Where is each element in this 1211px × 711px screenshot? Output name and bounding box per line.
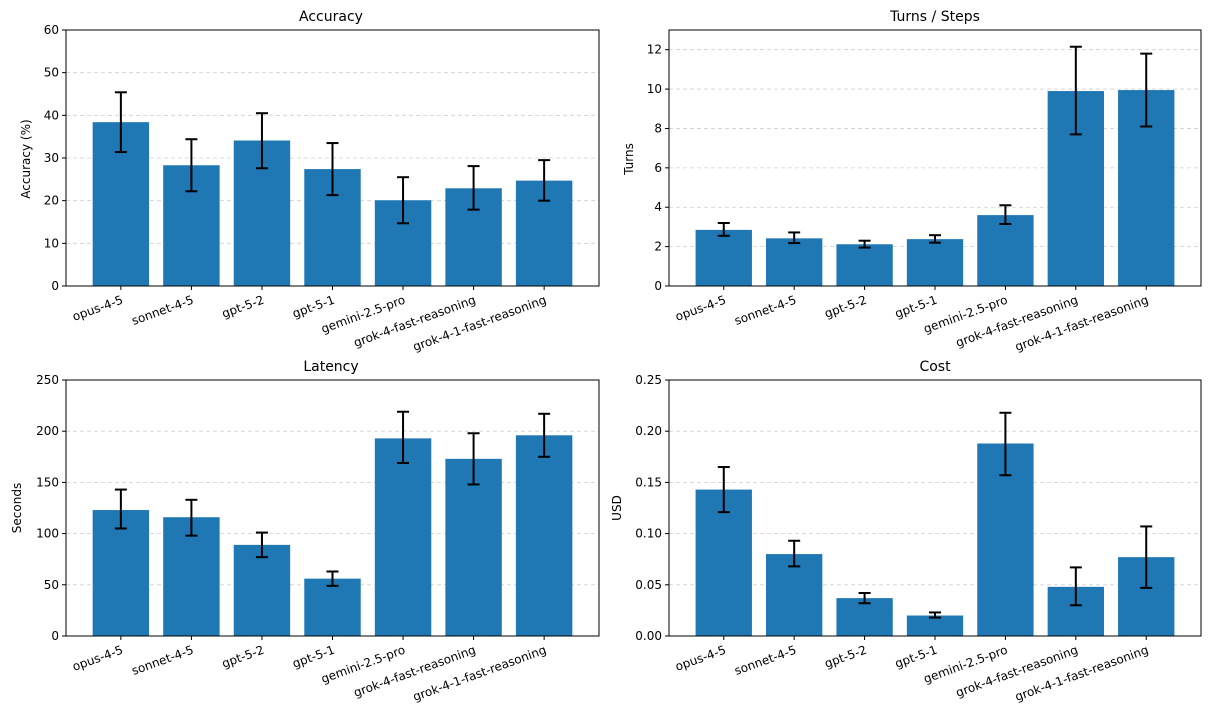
y-tick-label: 2 — [654, 240, 662, 254]
y-tick-label: 0.25 — [635, 373, 662, 387]
bar — [515, 435, 573, 636]
x-tick-label: sonnet-4-5 — [130, 643, 196, 678]
y-tick-label: 10 — [647, 82, 662, 96]
turns-panel: Turns / Steps Turns 0 2 4 6 8 10 12 opus-4-5 son… — [622, 9, 1202, 354]
panel-title: Cost — [919, 359, 951, 375]
y-tick-label: 60 — [44, 23, 59, 37]
x-tick-label: gpt-5-2 — [220, 293, 266, 321]
bar — [977, 215, 1034, 286]
y-tick-label: 4 — [654, 200, 662, 214]
bar — [374, 438, 432, 636]
accuracy-panel: Accuracy Accuracy (%) 0 10 20 30 40 50 60 opus-… — [19, 9, 600, 354]
y-tick-label: 0.05 — [635, 578, 662, 592]
y-tick-label: 0 — [51, 629, 59, 643]
x-tick-label: opus-4-5 — [71, 643, 125, 674]
bar — [836, 244, 893, 286]
bar — [836, 598, 893, 636]
x-tick-label: gpt-5-2 — [823, 643, 869, 671]
y-tick-label: 0 — [654, 279, 662, 293]
bar — [233, 544, 291, 636]
bar — [766, 238, 823, 286]
y-axis-label: Seconds — [10, 483, 24, 533]
x-tick-label: gpt-5-1 — [291, 293, 337, 321]
y-tick-label: 30 — [44, 151, 59, 165]
y-tick-label: 6 — [654, 161, 662, 175]
y-tick-label: 0.10 — [635, 527, 662, 541]
cost-panel: Cost USD 0.00 0.05 0.10 0.15 0.20 0.25 opus-4-… — [610, 359, 1202, 704]
bar — [445, 458, 502, 636]
y-tick-label: 40 — [44, 108, 59, 122]
x-tick-label: opus-4-5 — [673, 293, 727, 324]
x-tick-label: gpt-5-2 — [220, 643, 266, 671]
panel-title: Latency — [303, 359, 358, 375]
y-tick-label: 150 — [36, 475, 59, 489]
bar — [766, 554, 823, 636]
y-tick-label: 50 — [44, 578, 59, 592]
x-tick-label: gpt-5-1 — [291, 643, 337, 671]
y-tick-label: 12 — [647, 43, 662, 57]
y-tick-label: 10 — [44, 236, 59, 250]
x-tick-label: gpt-5-2 — [823, 293, 869, 321]
bar — [92, 510, 150, 636]
x-tick-label: grok-4-1-fast-reasoning — [1013, 643, 1150, 704]
bar — [163, 517, 220, 636]
y-tick-label: 20 — [44, 194, 59, 208]
bar — [695, 489, 752, 636]
y-axis-label: USD — [610, 495, 624, 521]
bar — [906, 615, 964, 636]
y-axis-label: Accuracy (%) — [19, 119, 33, 198]
y-tick-label: 100 — [36, 527, 59, 541]
y-tick-label: 200 — [36, 424, 59, 438]
x-tick-label: grok-4-1-fast-reasoning — [411, 643, 548, 704]
y-tick-label: 50 — [44, 66, 59, 80]
y-tick-label: 0.15 — [635, 475, 662, 489]
x-tick-label: sonnet-4-5 — [732, 293, 798, 328]
panel-title: Turns / Steps — [889, 9, 980, 25]
x-tick-label: grok-4-1-fast-reasoning — [1013, 293, 1150, 354]
panel-title: Accuracy — [299, 9, 363, 25]
x-tick-label: opus-4-5 — [71, 293, 125, 324]
bar — [304, 578, 361, 636]
latency-panel: Latency Seconds 0 50 100 150 200 250 opus-4-5 s… — [10, 359, 600, 704]
x-tick-label: sonnet-4-5 — [130, 293, 196, 328]
y-tick-label: 8 — [654, 121, 662, 135]
y-tick-label: 0.00 — [635, 629, 662, 643]
y-tick-label: 250 — [36, 373, 59, 387]
x-tick-label: sonnet-4-5 — [732, 643, 798, 678]
y-tick-label: 0.20 — [635, 424, 662, 438]
bar — [695, 229, 752, 286]
x-tick-label: opus-4-5 — [673, 643, 727, 674]
x-tick-label: grok-4-1-fast-reasoning — [411, 293, 548, 354]
bar — [906, 239, 964, 286]
x-tick-label: gpt-5-1 — [893, 643, 939, 671]
y-tick-label: 0 — [51, 279, 59, 293]
y-axis-label: Turns — [622, 143, 636, 176]
x-tick-label: gpt-5-1 — [893, 293, 939, 321]
